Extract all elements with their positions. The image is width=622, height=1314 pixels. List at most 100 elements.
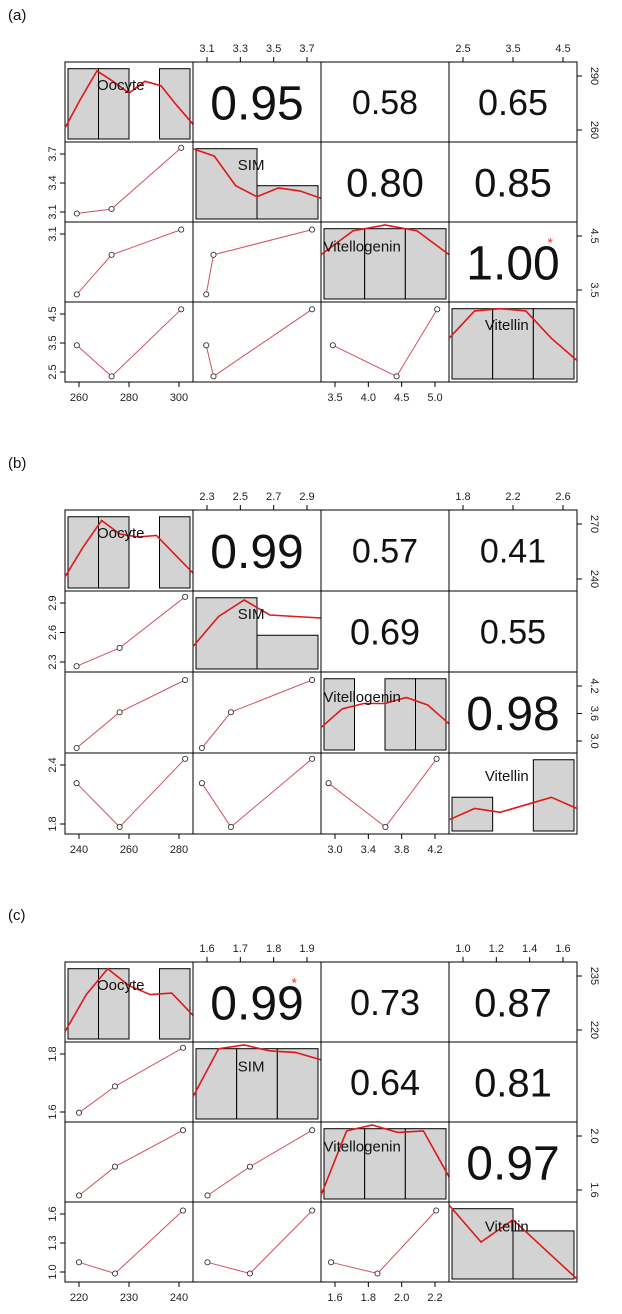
tick-label: 3.7 [299,43,314,55]
variable-name: SIM [238,606,265,623]
data-point [434,306,441,313]
smooth-line [76,758,186,828]
tick-label: 3.5 [505,43,520,55]
tick-label: 3.4 [47,175,59,190]
data-point [203,342,210,349]
tick-label: 1.6 [327,1292,342,1304]
tick-label: 1.6 [47,1104,59,1119]
correlation-value: 0.81 [474,1061,552,1105]
density-curve [192,147,322,200]
data-point [178,144,185,151]
smooth-line [201,679,313,749]
variable-name: Vitellogenin [324,689,401,706]
tick-label: 300 [170,392,188,404]
tick-label: 235 [588,967,600,985]
correlation-value: 0.80 [346,161,424,205]
data-point [178,226,185,233]
variable-name: Vitellogenin [324,239,401,256]
histogram-bar [364,228,406,300]
data-point [73,291,80,298]
tick-label: 3.3 [233,43,248,55]
variable-name: Vitellogenin [324,1139,401,1156]
tick-label: 3.5 [47,335,59,350]
cell-frame [64,1201,194,1283]
data-point [116,644,123,651]
histogram-bar [276,1048,319,1120]
correlation-value: 1.00 [466,237,559,290]
tick-label: 3.1 [47,204,59,219]
data-point [203,291,210,298]
tick-label: 270 [588,515,600,533]
variable-name: Oocyte [97,977,145,994]
tick-label: 2.2 [427,1292,442,1304]
cell-frame [192,1201,322,1283]
smooth-line [76,308,182,378]
tick-label: 2.5 [455,43,470,55]
histogram-bar [532,308,575,380]
panel-label: (c) [8,907,26,924]
correlation-value: 0.65 [478,82,548,123]
data-point [75,1192,83,1199]
data-point [309,306,316,313]
correlation-value: 0.55 [480,614,546,652]
density-curve [64,967,194,1032]
histogram-bar [195,1048,238,1120]
correlation-value: 0.98 [466,688,559,741]
smooth-line [201,758,313,828]
tick-label: 280 [120,392,138,404]
data-point [73,342,80,349]
correlation-value: 0.97 [466,1137,559,1190]
data-point [309,676,316,684]
variable-name: Vitellin [485,768,529,785]
density-curve [192,1044,322,1098]
data-point [75,1259,83,1266]
significance-star: * [292,975,298,991]
data-point [108,205,115,213]
density-curve [448,796,578,821]
histogram-bar [384,678,416,751]
histogram-bar [256,634,319,670]
smooth-line [78,1210,184,1275]
density-curve [192,599,322,648]
data-point [108,373,115,380]
data-point [433,755,440,762]
histogram-bar [67,68,99,140]
tick-label: 1.4 [522,943,537,955]
density-curve [448,307,578,362]
smooth-line [330,1210,437,1275]
tick-label: 3.5 [266,43,281,55]
panel-b: (b) Oocyte 0.99 0.57 0.41 SIM 0.69 0.55 Vitellog… [8,455,600,856]
data-point [329,342,336,349]
cell-frame [64,1121,194,1203]
tick-label: 1.9 [299,943,314,955]
tick-label: 2.0 [588,1128,600,1143]
histogram-bar [451,1208,514,1280]
histogram-bar [492,308,534,380]
cell-frame [64,752,194,835]
tick-label: 230 [120,1292,138,1304]
histogram-bar [323,228,366,300]
data-point [328,1259,335,1266]
data-point [182,676,189,684]
smooth-line [76,679,186,749]
significance-star: * [548,235,554,251]
tick-label: 4.2 [588,678,600,693]
histogram-bar [512,1230,575,1280]
tick-label: 260 [70,392,88,404]
data-point [73,663,80,670]
correlation-value: 0.69 [350,611,420,652]
tick-label: 3.1 [47,226,59,241]
data-point [111,1163,119,1170]
density-curve [320,696,450,729]
data-point [204,1259,211,1266]
data-point [210,373,217,380]
cell-frame [448,752,578,835]
tick-label: 4.5 [394,392,409,404]
data-point [116,823,123,831]
smooth-line [76,229,182,295]
histogram-bar [415,678,447,751]
correlation-value: 0.95 [210,77,303,130]
tick-label: 2.0 [394,1292,409,1304]
tick-label: 2.9 [299,491,314,503]
